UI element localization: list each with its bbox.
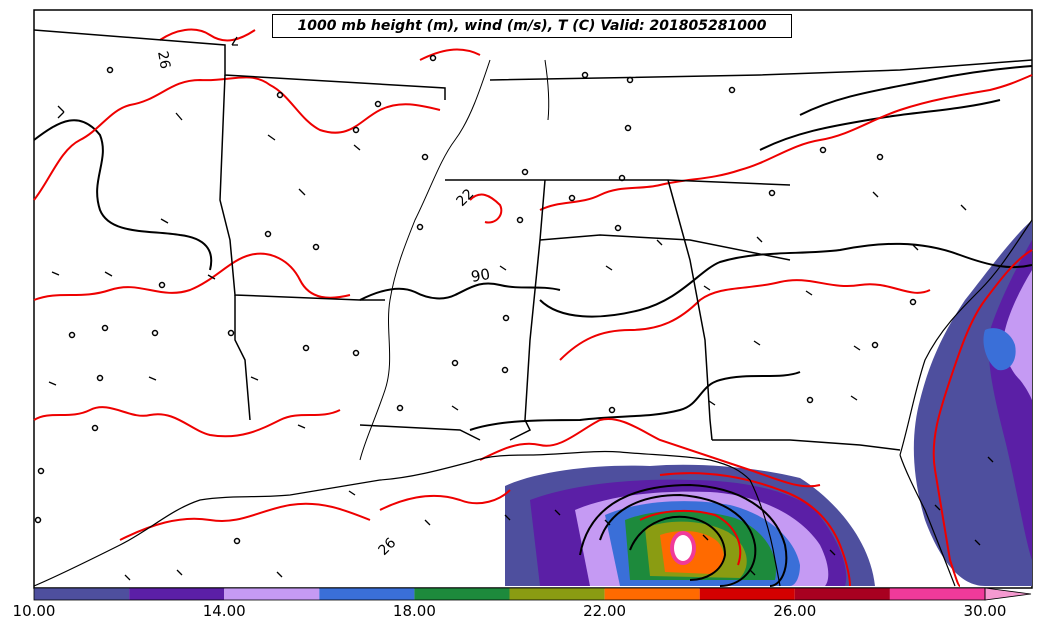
colorbar-tick-label: 22.00 (583, 602, 627, 620)
map-content: 90 26 22 26 (33, 28, 1033, 587)
colorbar-bin (34, 588, 130, 600)
colorbar-bin (794, 588, 890, 600)
colorbar-bin (509, 588, 605, 600)
temp-contour-label-a: 26 (154, 50, 173, 70)
colorbar-tick-label: 14.00 (202, 602, 246, 620)
colorbar-tick-label: 26.00 (773, 602, 817, 620)
station-markers (34, 54, 917, 545)
colorbar-tick-label: 18.00 (392, 602, 436, 620)
colorbar-bin (224, 588, 320, 600)
colorbar-bin (319, 588, 415, 600)
colorbar-frame (33, 587, 986, 601)
map-title: 1000 mb height (m), wind (m/s), T (C) Va… (272, 14, 792, 38)
colorbar-tick-label: 10.00 (12, 602, 56, 620)
colorbar-tick-label: 30.00 (963, 602, 1007, 620)
state-boundaries (33, 29, 1033, 451)
height-contour-label: 90 (470, 265, 492, 286)
colorbar-bin (604, 588, 700, 600)
colorbar-extend-arrow (984, 587, 1032, 601)
wind-barbs (48, 36, 994, 581)
temperature-contours (33, 28, 1033, 587)
colorbar-bin (889, 588, 985, 600)
coastline (33, 219, 1033, 587)
colorbar-bin (699, 588, 795, 600)
colorbar (33, 587, 1032, 601)
colorbar-bin (414, 588, 510, 600)
rivers (359, 59, 550, 461)
colorbar-bin (129, 588, 225, 600)
